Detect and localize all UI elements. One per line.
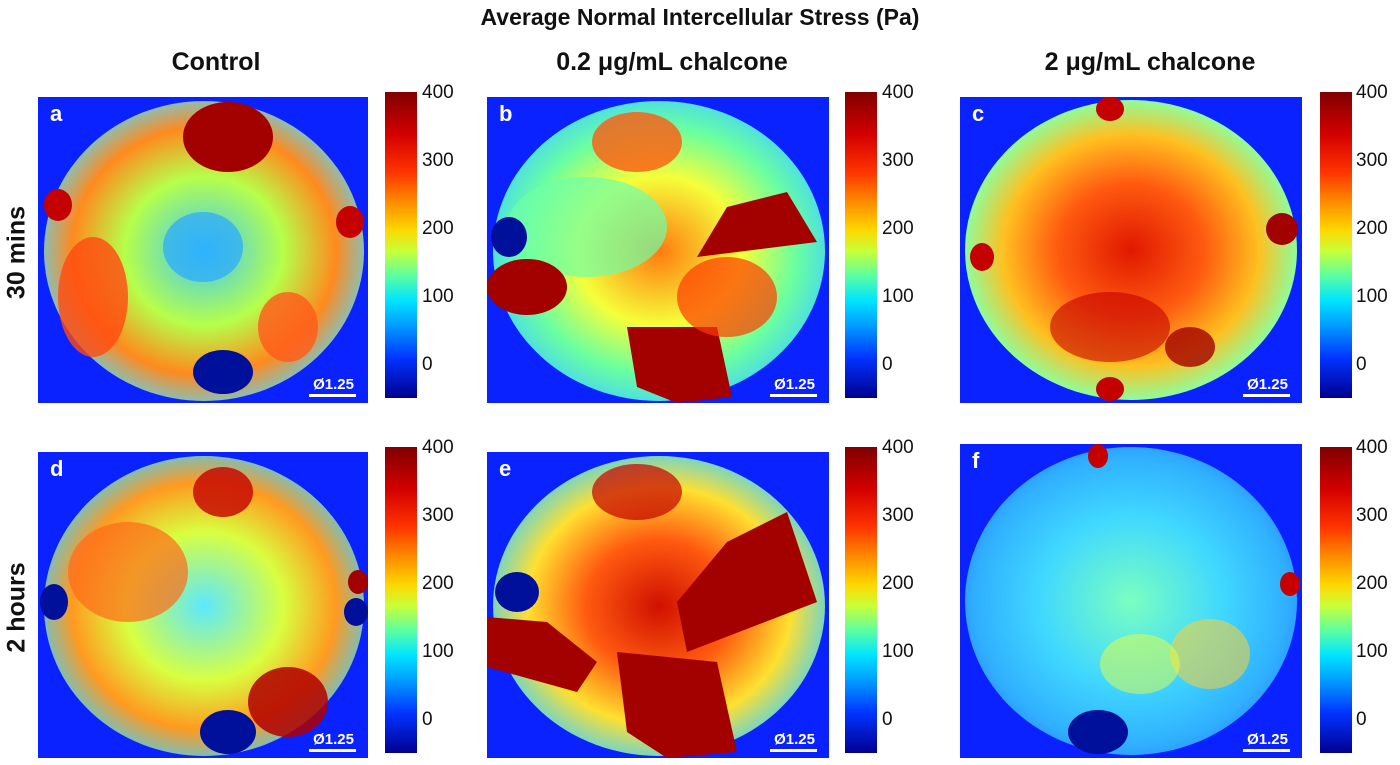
colorbar-a-tick: 100 [422,286,454,307]
colorbar-f-tick: 300 [1356,505,1388,526]
colorbar-e-tick: 0 [882,709,893,730]
colorbar-d-tick: 100 [422,641,454,662]
heatmap-panel-a: a Ø1.25 [38,97,368,403]
colorbar-a-tick: 400 [422,82,454,103]
colorbar-b-tick: 200 [882,218,914,239]
figure-title: Average Normal Intercellular Stress (Pa) [480,4,920,30]
colorbar-d [385,447,417,753]
colorbar-e-tick: 300 [882,505,914,526]
colorbar-e [845,447,877,753]
scale-bar-f: Ø1.25 [1243,732,1290,752]
colorbar-e-tick: 100 [882,641,914,662]
colorbar-c [1320,92,1352,398]
colorbar-e-tick: 200 [882,573,914,594]
stress-map-d [40,456,368,756]
column-header-control: Control [171,48,261,76]
colorbar-b-tick: 300 [882,150,914,171]
scale-bar-b: Ø1.25 [770,377,817,397]
colorbar-b-tick: 0 [882,354,893,375]
colorbar-b [845,92,877,398]
scale-bar-c: Ø1.25 [1243,377,1290,397]
heatmap-panel-d: d Ø1.25 [38,452,368,758]
column-header-high-dose: 2 μg/mL chalcone [1044,48,1256,76]
colorbar-a-tick: 300 [422,150,454,171]
scale-bar-e: Ø1.25 [770,732,817,752]
stress-map-f [965,444,1300,755]
colorbar-f-tick: 400 [1356,437,1388,458]
column-header-low-dose: 0.2 μg/mL chalcone [556,48,788,76]
panel-letter-b: b [499,101,513,126]
colorbar-f [1320,447,1352,753]
colorbar-d-tick: 400 [422,437,454,458]
colorbar-d-tick: 0 [422,709,433,730]
heatmap-panel-b: b Ø1.25 [487,97,829,403]
colorbar-c-tick: 200 [1356,218,1388,239]
colorbar-c-tick: 300 [1356,150,1388,171]
stress-map-c [965,97,1298,401]
row-header-30-mins: 30 mins [2,205,31,300]
heatmap-panel-e: e Ø1.25 [487,452,829,758]
panel-letter-c: c [972,101,985,126]
colorbar-c-tick: 100 [1356,286,1388,307]
stress-map-b [487,101,825,403]
colorbar-f-tick: 100 [1356,641,1388,662]
colorbar-a-tick: 200 [422,218,454,239]
colorbar-d-tick: 200 [422,573,454,594]
colorbar-c-tick: 0 [1356,354,1367,375]
colorbar-b-tick: 100 [882,286,914,307]
panel-letter-a: a [50,101,63,126]
colorbar-e-tick: 400 [882,437,914,458]
colorbar-d-tick: 300 [422,505,454,526]
colorbar-b-tick: 400 [882,82,914,103]
scale-bar-a: Ø1.25 [309,377,356,397]
colorbar-a-tick: 0 [422,354,433,375]
heatmap-panel-c: c Ø1.25 [960,97,1302,403]
colorbar-f-tick: 200 [1356,573,1388,594]
panel-letter-d: d [50,456,64,481]
colorbar-f-tick: 0 [1356,709,1367,730]
stress-map-a [44,101,364,401]
panel-letter-f: f [972,448,980,473]
panel-letter-e: e [499,456,512,481]
colorbar-c-tick: 400 [1356,82,1388,103]
stress-map-e [487,456,825,758]
heatmap-panel-f: f Ø1.25 [960,444,1302,758]
colorbar-a [385,92,417,398]
scale-bar-d: Ø1.25 [309,732,356,752]
row-header-2-hours: 2 hours [2,562,31,653]
